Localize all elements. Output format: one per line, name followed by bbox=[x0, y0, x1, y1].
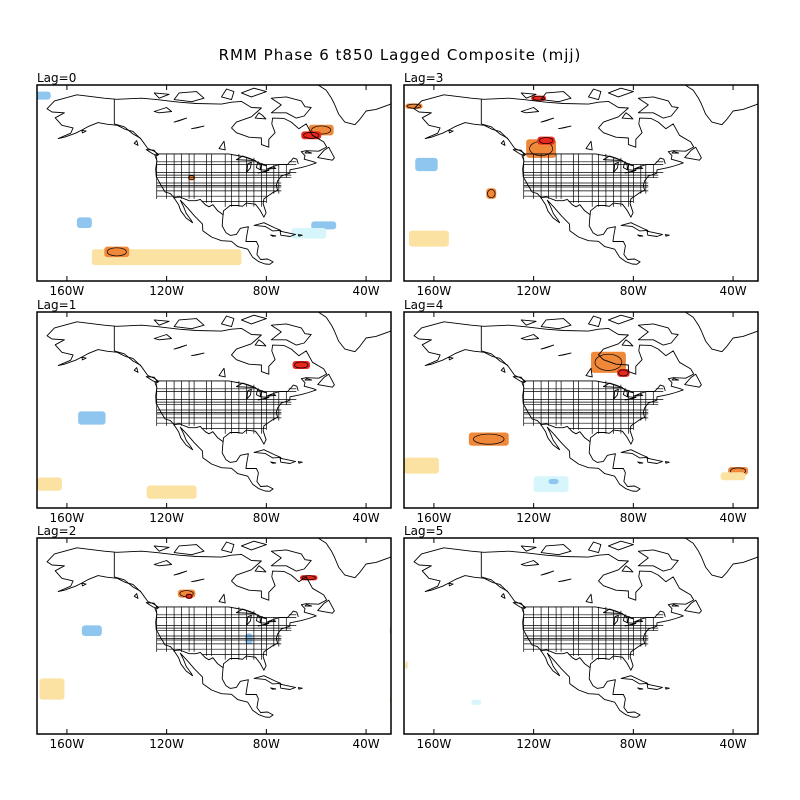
lon-tick-label: 40W bbox=[719, 284, 747, 298]
lon-tick-label: 40W bbox=[719, 737, 747, 751]
anomaly-neg-mid-2 bbox=[415, 157, 438, 172]
anomaly-neg-weak-5 bbox=[291, 228, 327, 239]
lon-tick-label: 40W bbox=[352, 511, 380, 525]
anomaly-neg-mid-3 bbox=[81, 625, 102, 636]
state-borders bbox=[156, 380, 297, 434]
lon-tick-label: 120W bbox=[516, 737, 552, 751]
anomaly-pos-weak-5 bbox=[39, 678, 65, 700]
panel-label: Lag=1 bbox=[37, 298, 77, 312]
panel-frame bbox=[36, 537, 392, 735]
anomaly-neg-mid-1 bbox=[76, 217, 92, 229]
lon-tick-label: 160W bbox=[416, 284, 452, 298]
anomaly-pos-strong-5 bbox=[537, 136, 555, 145]
panel-label: Lag=5 bbox=[404, 524, 444, 538]
panel-label: Lag=0 bbox=[37, 71, 77, 85]
state-borders bbox=[156, 153, 297, 207]
lon-tick-label: 160W bbox=[49, 284, 85, 298]
lon-tick-label: 120W bbox=[149, 737, 185, 751]
state-borders bbox=[156, 606, 297, 660]
lon-tick-label: 160W bbox=[416, 737, 452, 751]
lon-tick-label: 80W bbox=[252, 511, 280, 525]
state-borders bbox=[523, 606, 664, 660]
anomaly-pos-weak-3 bbox=[408, 230, 449, 247]
lon-tick-label: 40W bbox=[719, 511, 747, 525]
lon-tick-label: 40W bbox=[352, 284, 380, 298]
anomaly-pos-weak-7 bbox=[720, 472, 746, 481]
anomaly-pos-weak-2 bbox=[37, 477, 62, 491]
map-panel-lag-4 bbox=[403, 311, 759, 509]
anomaly-pos-strong-1 bbox=[617, 368, 630, 377]
anomaly-neg-mid-4 bbox=[311, 221, 337, 230]
coastline-outline bbox=[413, 85, 758, 265]
map-panel-lag-3 bbox=[403, 84, 759, 282]
state-borders bbox=[523, 380, 664, 434]
lon-tick-label: 80W bbox=[252, 737, 280, 751]
coastline-outline bbox=[46, 85, 391, 265]
lon-tick-label: 80W bbox=[619, 284, 647, 298]
map-panel-lag-2 bbox=[36, 537, 392, 735]
lon-tick-label: 120W bbox=[149, 284, 185, 298]
anomaly-neg-mid-1 bbox=[78, 411, 106, 425]
anomaly-pos-strong-0 bbox=[292, 361, 310, 369]
anomaly-neg-weak-0 bbox=[471, 699, 482, 705]
lon-tick-label: 120W bbox=[149, 511, 185, 525]
map-panel-lag-5 bbox=[403, 537, 759, 735]
panel-frame bbox=[403, 84, 759, 282]
anomaly-pos-mid-0 bbox=[590, 351, 626, 373]
anomaly-pos-mid-3 bbox=[104, 246, 130, 258]
anomaly-pos-mid-2 bbox=[468, 432, 509, 446]
anomaly-pos-weak-3 bbox=[146, 485, 197, 499]
anomaly-neg-weak-4 bbox=[533, 476, 569, 493]
panel-label: Lag=4 bbox=[404, 298, 444, 312]
panel-label: Lag=3 bbox=[404, 71, 444, 85]
panel-frame bbox=[36, 311, 392, 509]
map-panel-lag-0 bbox=[36, 84, 392, 282]
lon-tick-label: 160W bbox=[416, 511, 452, 525]
anomaly-pos-weak-1 bbox=[405, 661, 408, 670]
coastline-outline bbox=[46, 538, 391, 718]
anomaly-pos-strong-2 bbox=[300, 575, 318, 581]
lon-tick-label: 80W bbox=[252, 284, 280, 298]
figure-title: RMM Phase 6 t850 Lagged Composite (mjj) bbox=[218, 46, 582, 64]
lon-tick-label: 160W bbox=[49, 737, 85, 751]
map-panel-lag-1 bbox=[36, 311, 392, 509]
lon-tick-label: 120W bbox=[516, 511, 552, 525]
lon-tick-label: 80W bbox=[619, 511, 647, 525]
coastline-outline bbox=[413, 312, 758, 492]
panel-frame bbox=[36, 84, 392, 282]
lon-tick-label: 40W bbox=[352, 737, 380, 751]
anomaly-neg-mid-5 bbox=[548, 478, 559, 485]
lon-tick-label: 120W bbox=[516, 284, 552, 298]
panel-label: Lag=2 bbox=[37, 524, 77, 538]
state-borders bbox=[523, 153, 664, 207]
coastline-outline bbox=[46, 312, 391, 492]
panel-frame bbox=[403, 537, 759, 735]
anomaly-pos-weak-3 bbox=[404, 457, 439, 474]
panel-frame bbox=[403, 311, 759, 509]
lon-tick-label: 160W bbox=[49, 511, 85, 525]
anomaly-pos-mid-6 bbox=[486, 188, 497, 199]
coastline-outline bbox=[413, 538, 758, 718]
anomaly-neg-mid-0 bbox=[37, 91, 51, 100]
lon-tick-label: 80W bbox=[619, 737, 647, 751]
